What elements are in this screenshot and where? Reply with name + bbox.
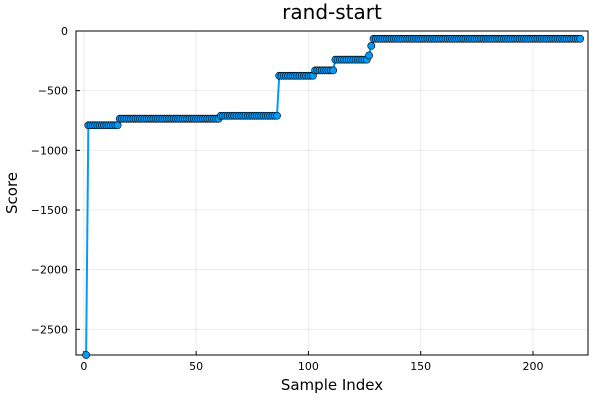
x-axis-title: Sample Index [281, 376, 383, 394]
data-point [273, 111, 281, 120]
data-point [113, 121, 122, 130]
y-axis-title: Score [3, 172, 21, 214]
x-tick-label: 100 [298, 360, 319, 373]
plot-frame [75, 30, 589, 356]
axis-ticks: 0 50 100 150 200 0 −500 −1000 −1500 −2000 −2500 [31, 25, 544, 373]
data-point [82, 351, 91, 359]
x-tick-label: 0 [80, 360, 87, 373]
y-tick-label: −2500 [31, 323, 68, 336]
data-point [365, 51, 373, 60]
x-tick-label: 50 [189, 360, 203, 373]
y-tick-label: 0 [61, 25, 68, 38]
y-tick-label: −1500 [31, 204, 68, 217]
y-tick-label: −2000 [31, 264, 68, 277]
x-tick-label: 150 [410, 360, 431, 373]
x-tick-label: 200 [522, 360, 543, 373]
data-point [367, 42, 376, 50]
y-tick-label: −1000 [31, 144, 68, 157]
series [82, 34, 585, 359]
y-tick-label: −500 [38, 85, 68, 98]
grid-lines [76, 30, 588, 355]
data-point [576, 34, 585, 43]
data-point [329, 66, 338, 75]
chart-title: rand-start [282, 0, 382, 24]
series-line [85, 37, 581, 356]
